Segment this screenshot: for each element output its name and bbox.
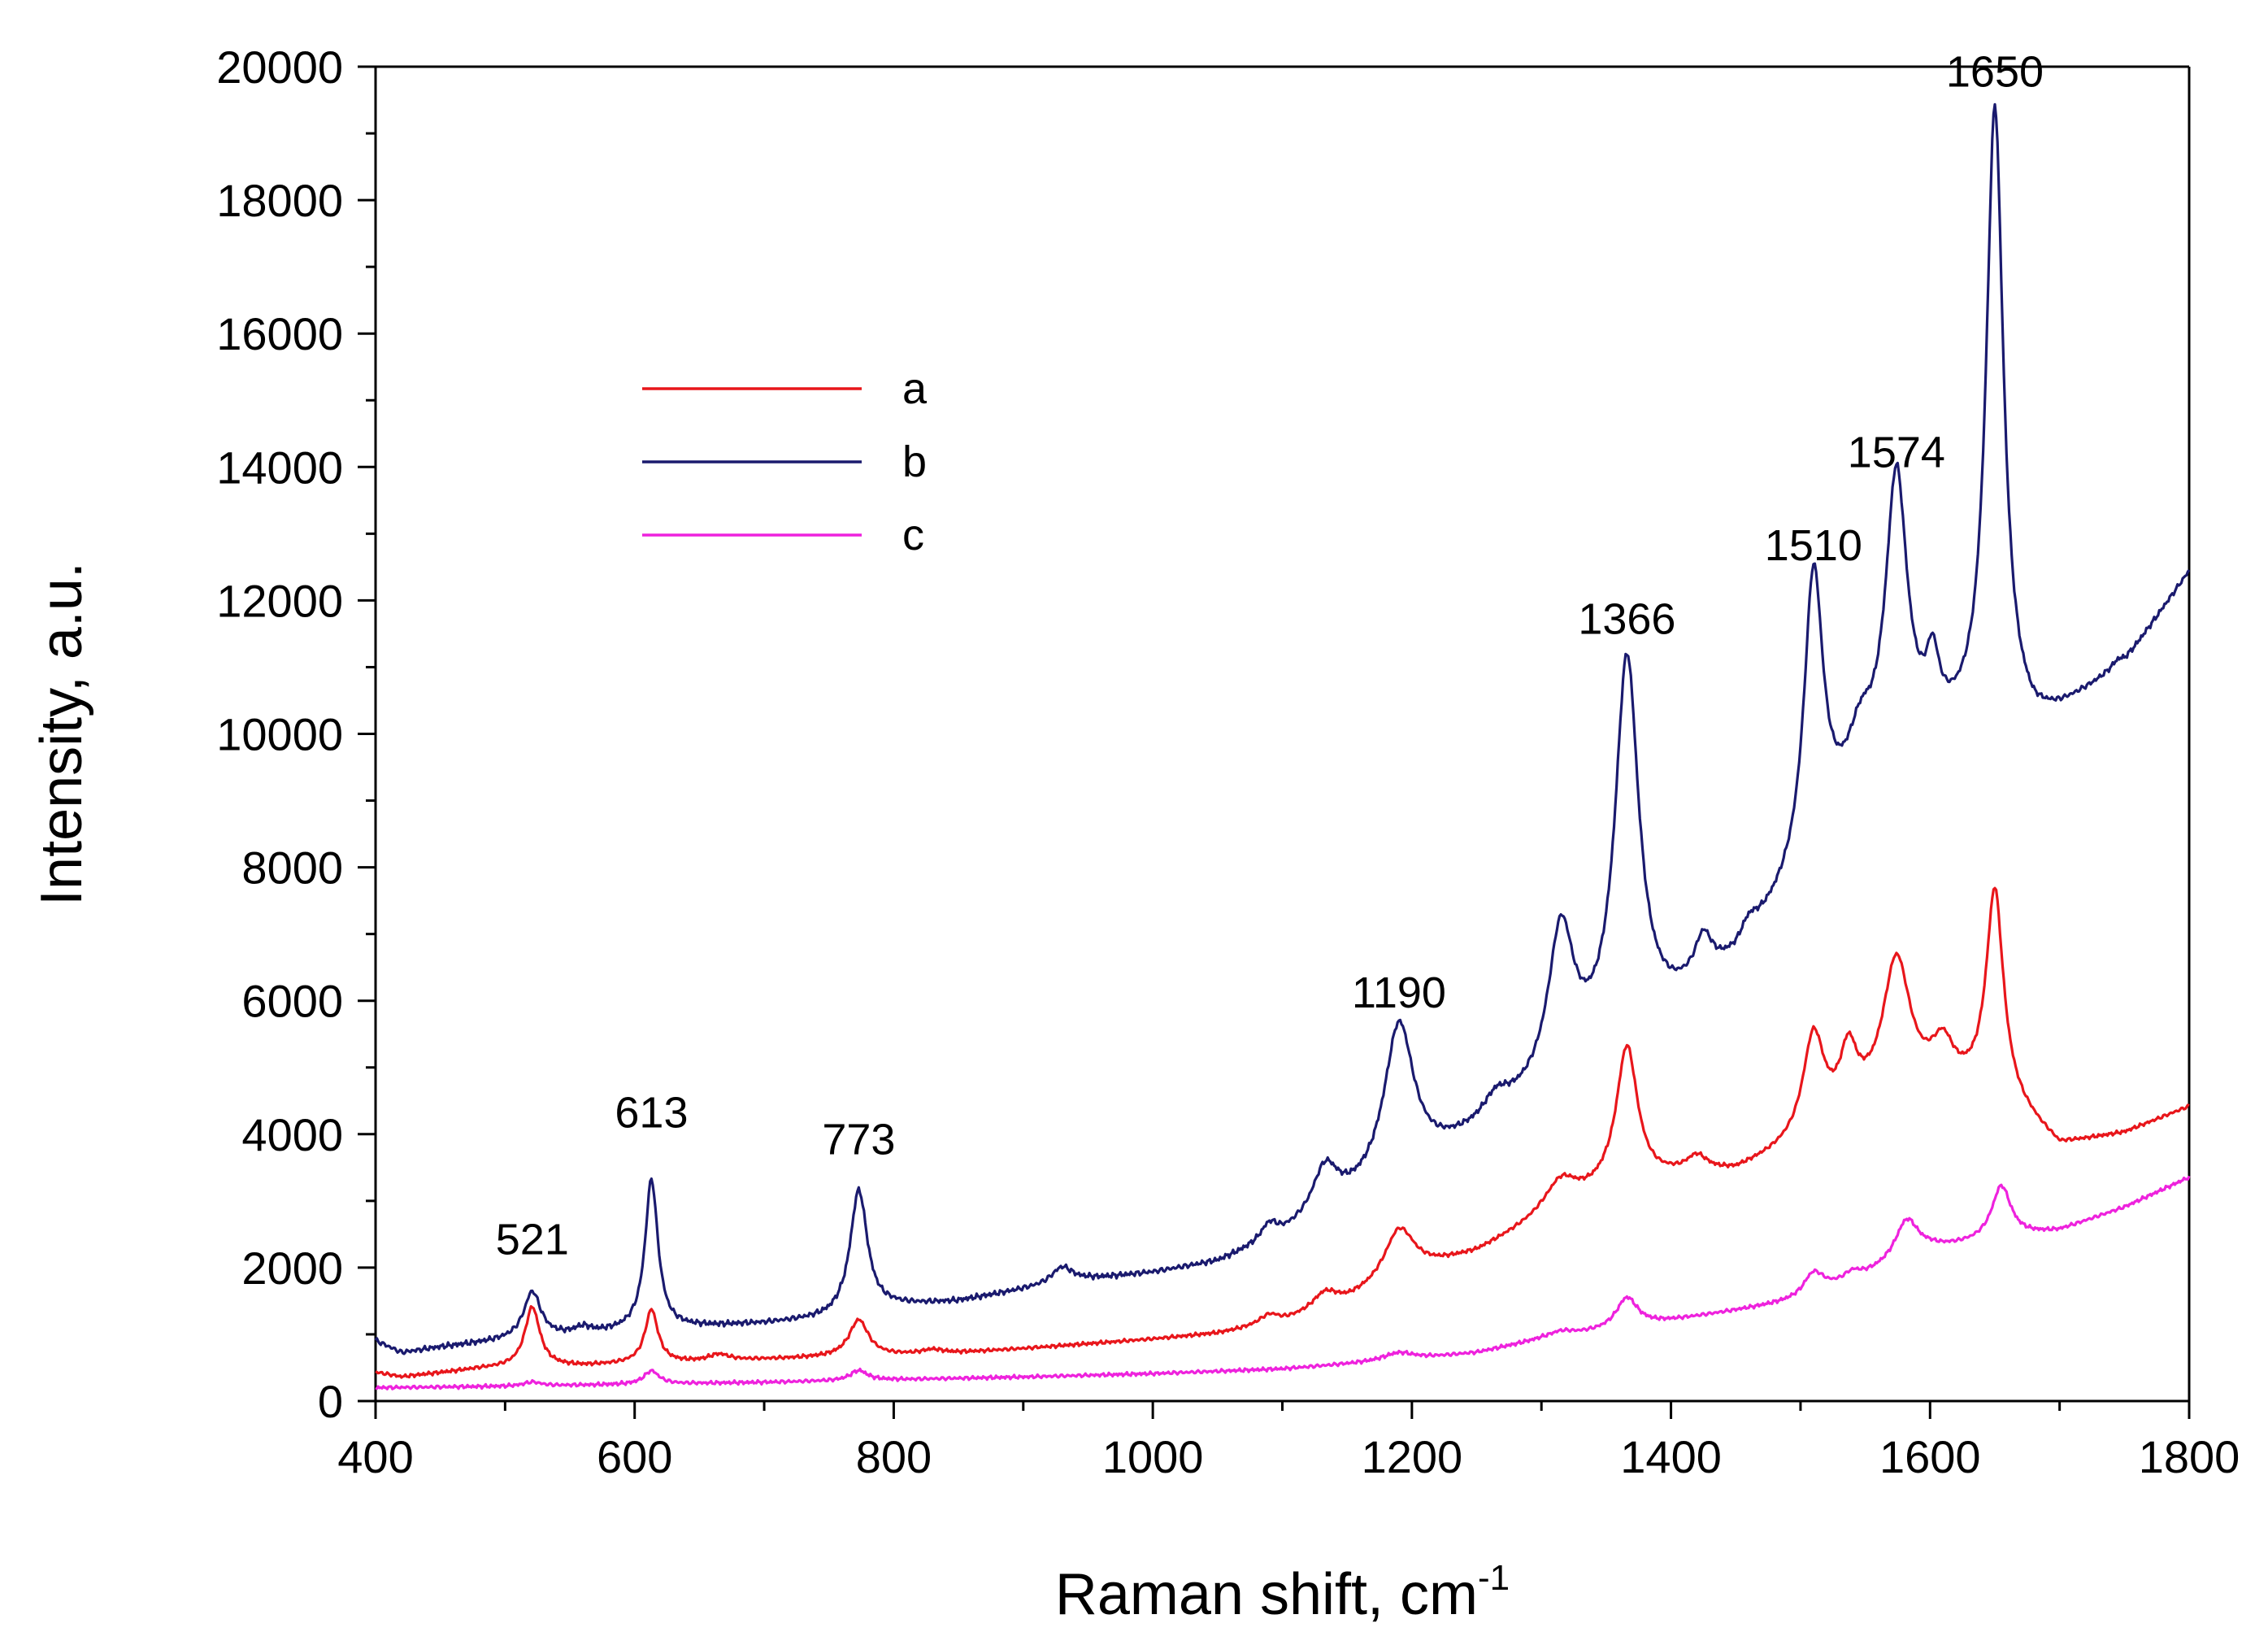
x-tick-label: 600 [597,1431,672,1482]
series-line-a [375,886,2190,1379]
y-tick-label: 2000 [241,1242,343,1294]
peak-label: 1510 [1765,521,1862,570]
x-tick-label: 1800 [2139,1431,2240,1482]
x-tick-label: 800 [856,1431,932,1482]
peak-label: 613 [615,1089,688,1138]
x-tick-label: 400 [337,1431,413,1482]
x-axis-title-superscript: -1 [1478,1558,1510,1598]
series-line-c [375,1175,2191,1390]
legend-label-a: a [902,364,928,413]
peak-label: 1650 [1946,48,2044,97]
legend-label-b: b [902,437,927,486]
legend: abc [642,364,928,559]
y-tick-label: 20000 [216,41,343,93]
y-tick-label: 8000 [241,842,343,894]
x-tick-label: 1000 [1102,1431,1204,1482]
x-axis-title: Raman shift, cm-1 [1055,1558,1510,1627]
y-tick-label: 10000 [216,709,343,760]
peak-label: 1574 [1848,428,1945,477]
y-tick-label: 16000 [216,308,343,359]
peak-label: 1366 [1578,594,1675,643]
legend-label-c: c [902,511,924,559]
y-tick-label: 0 [318,1376,343,1427]
y-tick-label: 18000 [216,175,343,226]
peak-annotations: 521 613 773 1190 1366 1510 1574 1650 [496,48,2044,1264]
peak-label: 1190 [1352,968,1446,1017]
axes-layer: 400 600 800 1000 1200 1400 1600 180002000400060… [216,41,2240,1482]
series-layer [374,102,2191,1390]
y-tick-label: 6000 [241,976,343,1027]
peak-label: 521 [496,1215,569,1264]
peak-label: 773 [822,1115,895,1164]
x-axis-title-text: Raman shift, cm [1055,1562,1478,1627]
y-tick-label: 4000 [241,1109,343,1160]
y-tick-label: 14000 [216,442,343,493]
x-tick-label: 1600 [1879,1431,1981,1482]
y-tick-label: 12000 [216,575,343,626]
x-tick-label: 1200 [1362,1431,1463,1482]
x-tick-label: 1400 [1620,1431,1722,1482]
series-line-b [374,102,2191,1356]
y-axis-title: Intensity, a.u. [29,562,94,906]
